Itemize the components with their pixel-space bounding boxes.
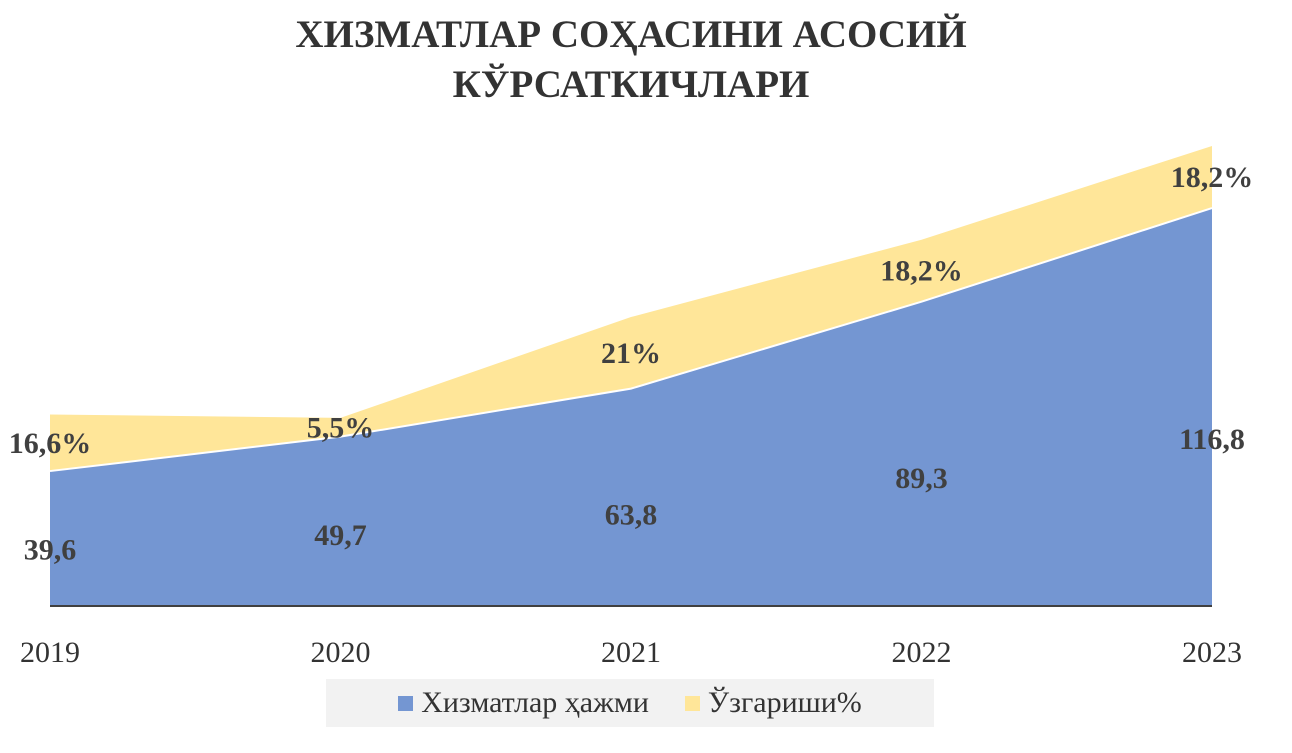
x-tick-label-2023: 2023 — [1182, 636, 1242, 669]
data-label-change-2023: 18,2% — [1171, 161, 1254, 194]
area-series-group — [49, 146, 1213, 606]
legend-label-volume: Хизматлар ҳажми — [421, 686, 649, 719]
legend-item-volume: Хизматлар ҳажми — [398, 686, 649, 720]
x-tick-label-2022: 2022 — [892, 636, 952, 669]
data-label-change-2022: 18,2% — [880, 255, 963, 288]
data-label-volume-2023: 116,8 — [1179, 423, 1245, 456]
legend-item-change: Ўзгариши% — [684, 686, 862, 720]
area-services-volume — [50, 208, 1212, 606]
data-label-change-2020: 5,5% — [307, 411, 375, 444]
legend: Хизматлар ҳажми Ўзгариши% — [326, 679, 934, 727]
data-label-volume-2019: 39,6 — [24, 533, 77, 566]
x-tick-label-2021: 2021 — [601, 636, 661, 669]
data-labels: 39,6 49,7 63,8 89,3 116,8 16,6% 5,5% 21% 18,2% 18… — [9, 161, 1254, 566]
x-tick-label-2020: 2020 — [311, 636, 371, 669]
legend-swatch-change — [684, 695, 700, 711]
data-label-change-2019: 16,6% — [9, 427, 92, 460]
chart-title: ХИЗМАТЛАР СОҲАСИНИ АСОСИЙ КЎРСАТКИЧЛАРИ — [0, 10, 1262, 110]
x-tick-labels: 2019 2020 2021 2022 2023 — [20, 636, 1242, 669]
chart-title-line-1: ХИЗМАТЛАР СОҲАСИНИ АСОСИЙ — [295, 13, 967, 56]
data-label-change-2021: 21% — [601, 337, 661, 370]
area-chart: 2019 2020 2021 2022 2023 39,6 49,7 63,8 89,3 116… — [9, 146, 1254, 669]
data-label-volume-2022: 89,3 — [895, 462, 948, 495]
area-change-percent — [50, 146, 1212, 472]
series-boundary-line — [49, 207, 1213, 473]
data-label-volume-2021: 63,8 — [605, 499, 658, 532]
chart-title-line-2: КЎРСАТКИЧЛАРИ — [452, 63, 810, 106]
data-label-volume-2020: 49,7 — [314, 519, 367, 552]
legend-swatch-volume — [398, 695, 414, 711]
legend-label-change: Ўзгариши% — [707, 686, 862, 719]
x-tick-label-2019: 2019 — [20, 636, 80, 669]
